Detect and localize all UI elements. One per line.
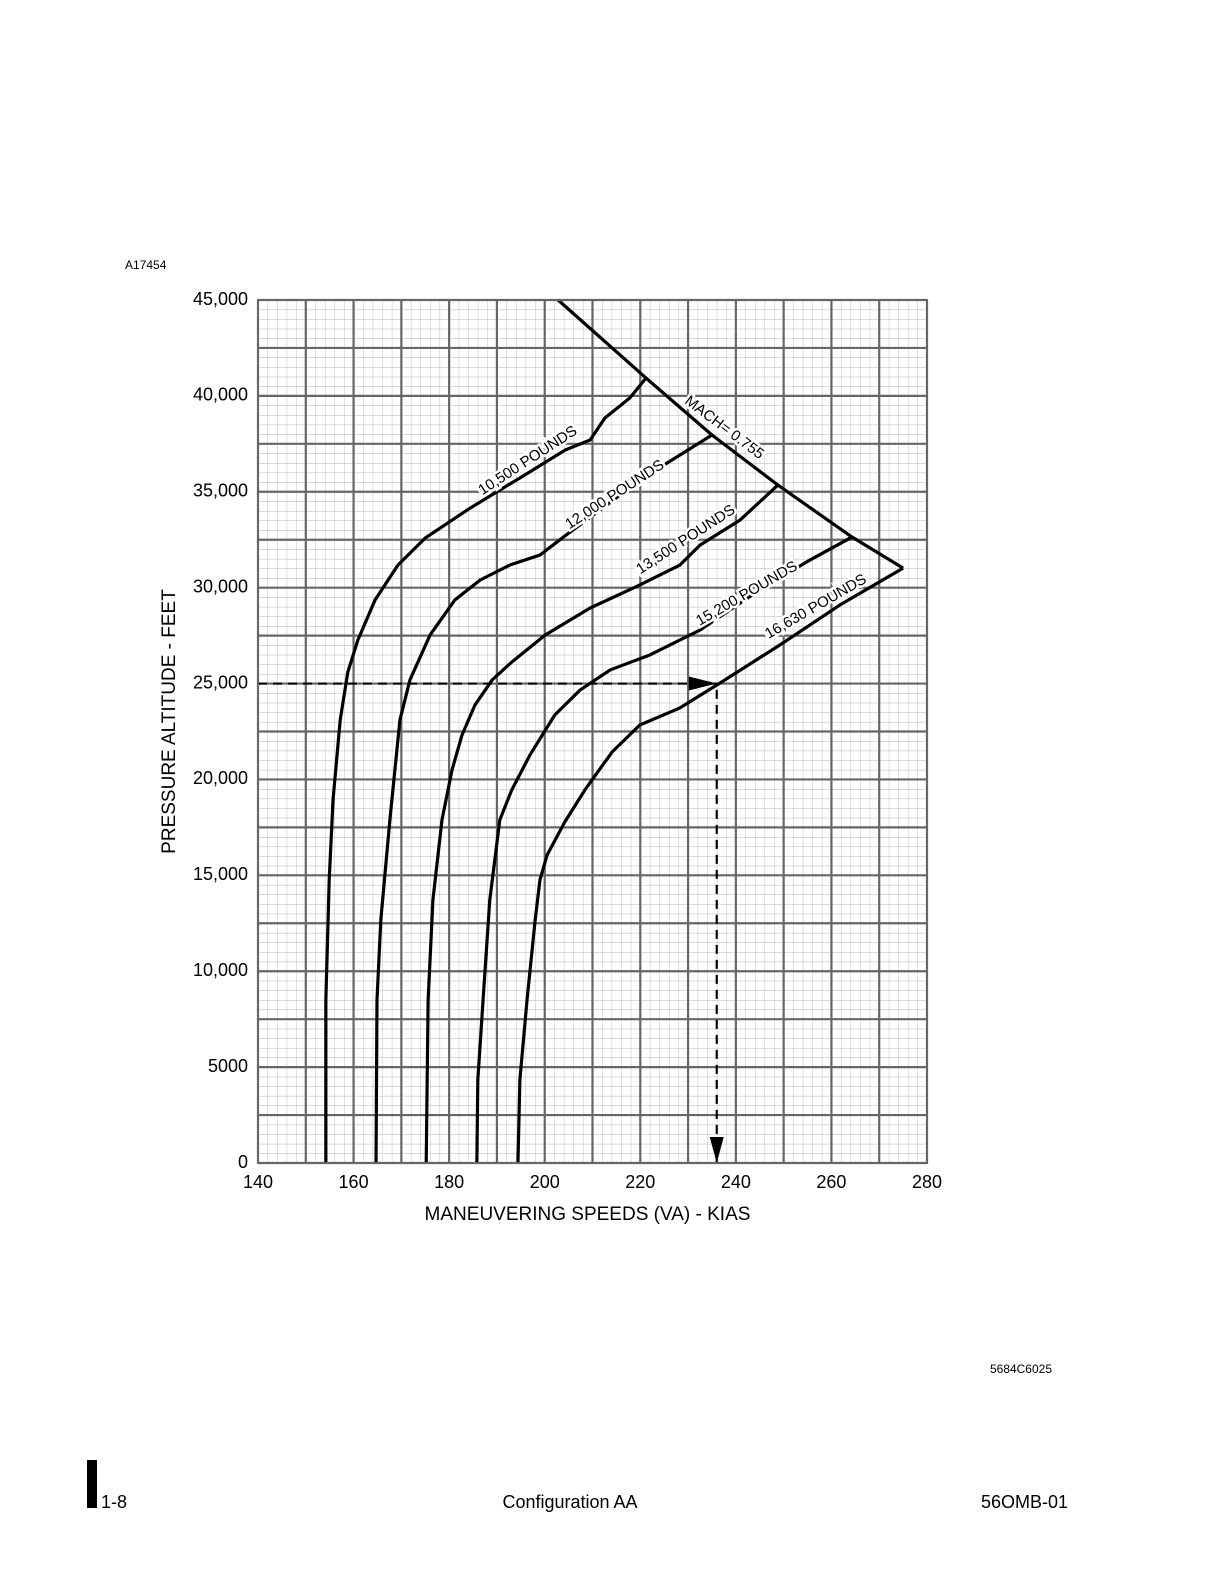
y-tick-label: 5000 (208, 1056, 248, 1076)
plot-frame (257, 299, 928, 1164)
y-tick-label: 25,000 (193, 672, 248, 692)
y-tick-label: 10,000 (193, 960, 248, 980)
plot: 140 160 180 200 220 240 260 280 0 5000 10,000 15,00… (159, 289, 942, 1225)
drawing-number: 5684C6025 (990, 1362, 1052, 1376)
curve (424, 483, 779, 1164)
footer-doc: 56OMB-01 (981, 1492, 1068, 1512)
y-tick-label: 35,000 (193, 481, 248, 501)
curve (374, 433, 713, 1164)
x-tick-label: 160 (339, 1172, 369, 1192)
x-tick-label: 180 (434, 1172, 464, 1192)
x-tick-label: 200 (530, 1172, 560, 1192)
y-tick-label: 0 (238, 1152, 248, 1172)
footer-page: 1-8 (101, 1492, 127, 1512)
x-axis-title: MANEUVERING SPEEDS (VA) - KIAS (425, 1204, 751, 1225)
y-axis-title: PRESSURE ALTITUDE - FEET (159, 589, 180, 854)
x-tick-label: 140 (243, 1172, 273, 1192)
x-tick-label: 220 (625, 1172, 655, 1192)
y-tick-label: 20,000 (193, 768, 248, 788)
curve (516, 566, 904, 1164)
y-tick-label: 40,000 (193, 385, 248, 405)
figure-id: A17454 (125, 258, 167, 272)
curve (475, 535, 853, 1164)
y-tick-label: 15,000 (193, 864, 248, 884)
example-arrow (688, 676, 717, 691)
example-arrow (709, 1137, 724, 1163)
x-tick-label: 280 (912, 1172, 942, 1192)
curve (557, 298, 904, 570)
y-tick-label: 45,000 (193, 289, 248, 309)
change-bar (87, 1460, 97, 1508)
curve (324, 377, 648, 1163)
y-tick-label: 30,000 (193, 576, 248, 596)
x-tick-label: 240 (721, 1172, 751, 1192)
x-tick-label: 260 (816, 1172, 846, 1192)
footer-center: Configuration AA (502, 1492, 637, 1512)
